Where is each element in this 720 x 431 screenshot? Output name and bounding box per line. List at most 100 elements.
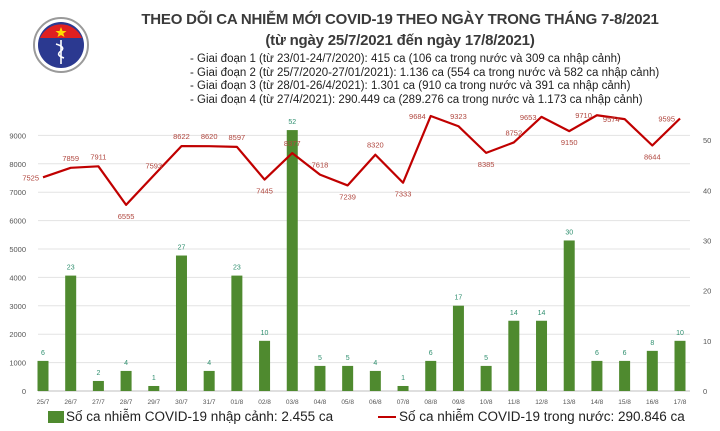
- bar: [674, 340, 686, 391]
- y-left-tick-label: 6000: [9, 217, 26, 226]
- x-tick-label: 10/8: [480, 399, 493, 406]
- bar: [120, 370, 132, 391]
- bar: [286, 130, 298, 391]
- bar-data-label: 10: [261, 330, 269, 337]
- bar: [314, 365, 326, 391]
- bar-data-label: 4: [124, 360, 128, 367]
- line-data-label: 8622: [173, 132, 190, 141]
- y-left-tick-label: 4000: [9, 273, 26, 282]
- line-data-label: 8377: [284, 139, 301, 148]
- y-right-tick-label: 50: [703, 136, 711, 145]
- line-data-label: 8644: [644, 153, 661, 162]
- line-data-label: 7525: [22, 173, 39, 182]
- chart-subtitle: (từ ngày 25/7/2021 đến ngày 17/8/2021): [265, 32, 535, 49]
- x-tick-label: 03/8: [286, 399, 299, 406]
- bar: [65, 275, 77, 391]
- bar-data-label: 6: [429, 350, 433, 357]
- x-tick-label: 06/8: [369, 399, 382, 406]
- bar: [397, 385, 409, 391]
- bar-data-label: 23: [67, 265, 75, 272]
- x-tick-label: 27/7: [92, 399, 105, 406]
- line-data-label: 7333: [395, 190, 412, 199]
- x-tick-label: 08/8: [424, 399, 437, 406]
- chart-title: THEO DÕI CA NHIỄM MỚI COVID-19 THEO NGÀY…: [141, 11, 659, 28]
- bar-data-label: 14: [538, 310, 546, 317]
- line-data-label: 7239: [339, 192, 356, 201]
- line-data-label: 6555: [118, 212, 135, 221]
- bar: [92, 380, 104, 391]
- bar: [536, 320, 548, 391]
- bar: [259, 340, 271, 391]
- x-tick-label: 14/8: [591, 399, 604, 406]
- x-tick-label: 26/7: [64, 399, 77, 406]
- line-data-label: 9710: [575, 111, 592, 120]
- x-tick-label: 29/7: [147, 399, 160, 406]
- y-left-tick-label: 9000: [9, 131, 26, 140]
- bar: [508, 320, 520, 391]
- y-left-tick-label: 3000: [9, 302, 26, 311]
- y-left-tick-label: 2000: [9, 330, 26, 339]
- bar: [342, 365, 354, 391]
- bar: [175, 255, 187, 391]
- line-data-label: 7859: [62, 154, 79, 163]
- legend-line: Số ca nhiễm COVID-19 trong nước: 290.846…: [378, 409, 685, 425]
- bar: [203, 370, 215, 391]
- x-tick-label: 28/7: [120, 399, 133, 406]
- y-left-tick-label: 8000: [9, 160, 26, 169]
- line-data-label: 8320: [367, 141, 384, 150]
- x-tick-label: 04/8: [314, 399, 327, 406]
- line-data-label: 8620: [201, 132, 218, 141]
- x-tick-label: 30/7: [175, 399, 188, 406]
- x-tick-label: 13/8: [563, 399, 576, 406]
- bar: [591, 360, 603, 391]
- y-right-tick-label: 30: [703, 236, 711, 245]
- bar-data-label: 1: [401, 375, 405, 382]
- bar: [452, 305, 464, 391]
- x-tick-label: 07/8: [397, 399, 410, 406]
- bar: [619, 360, 631, 391]
- y-right-tick-label: 10: [703, 337, 711, 346]
- bar-data-label: 8: [650, 340, 654, 347]
- y-right-tick-label: 20: [703, 287, 711, 296]
- x-tick-label: 31/7: [203, 399, 216, 406]
- bar-data-label: 14: [510, 310, 518, 317]
- bar-data-label: 1: [152, 375, 156, 382]
- x-tick-label: 15/8: [618, 399, 631, 406]
- line-data-label: 9684: [409, 112, 426, 121]
- bar-data-label: 4: [373, 360, 377, 367]
- line-data-label: 7911: [90, 152, 106, 161]
- bar-data-label: 2: [96, 370, 100, 377]
- x-tick-label: 11/8: [508, 399, 521, 406]
- bar: [369, 370, 381, 391]
- bar: [646, 350, 658, 391]
- x-tick-label: 09/8: [452, 399, 465, 406]
- bar-data-label: 30: [565, 229, 573, 236]
- bar: [148, 385, 160, 391]
- bar: [37, 360, 49, 391]
- line-data-label: 8385: [478, 160, 495, 169]
- bar: [425, 360, 437, 391]
- x-tick-label: 16/8: [646, 399, 659, 406]
- line-data-label: 8597: [229, 133, 246, 142]
- bar-data-label: 5: [318, 355, 322, 362]
- bar-data-label: 5: [484, 355, 488, 362]
- legend-line-swatch: [378, 416, 396, 418]
- bar-data-label: 6: [41, 350, 45, 357]
- legend-bar: Số ca nhiễm COVID-19 nhập cảnh: 2.455 ca: [48, 409, 333, 425]
- legend-line-label: Số ca nhiễm COVID-19 trong nước: 290.846…: [399, 409, 685, 424]
- line-data-label: 9574: [603, 115, 620, 124]
- line-data-label: 8752: [505, 128, 522, 137]
- bar-data-label: 10: [676, 330, 684, 337]
- x-tick-label: 01/8: [231, 399, 244, 406]
- bar: [563, 240, 575, 391]
- ministry-of-health-logo: [33, 17, 89, 73]
- bar-data-label: 4: [207, 360, 211, 367]
- line-data-label: 7618: [312, 161, 329, 170]
- bar-data-label: 52: [288, 119, 296, 126]
- x-tick-label: 25/7: [37, 399, 50, 406]
- phase-2: - Giai đoạn 2 (từ 25/7/2020-27/01/2021):…: [190, 66, 660, 79]
- bar-data-label: 23: [233, 265, 241, 272]
- line-data-label: 9150: [561, 138, 578, 147]
- x-tick-label: 12/8: [535, 399, 548, 406]
